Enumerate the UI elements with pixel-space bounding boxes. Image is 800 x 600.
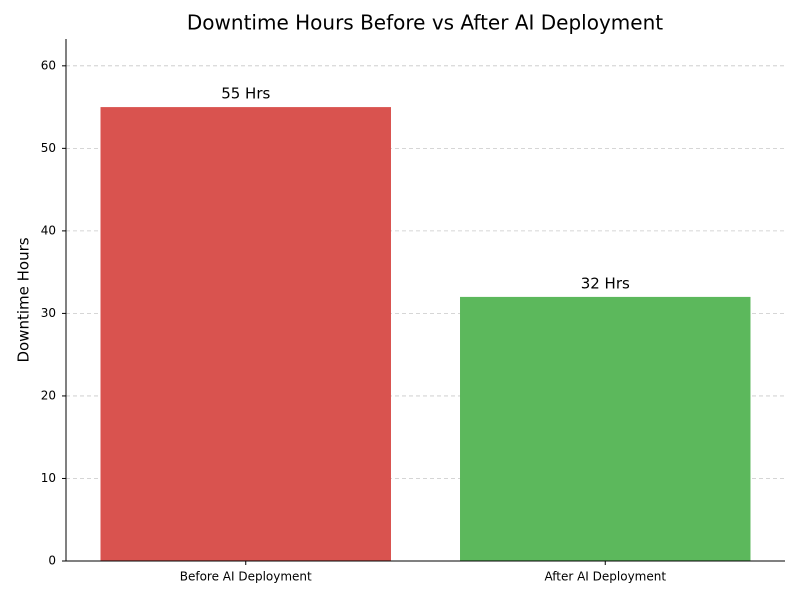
y-tick-label: 0 bbox=[48, 554, 56, 568]
value-label: 55 Hrs bbox=[221, 85, 270, 103]
y-axis-label: Downtime Hours bbox=[15, 237, 33, 362]
chart-title: Downtime Hours Before vs After AI Deploy… bbox=[187, 11, 663, 35]
y-tick-label: 10 bbox=[41, 471, 56, 485]
y-tick-label: 20 bbox=[41, 388, 56, 402]
x-tick-label: Before AI Deployment bbox=[180, 570, 312, 584]
bar bbox=[460, 296, 751, 561]
y-tick-label: 30 bbox=[41, 306, 56, 320]
bar bbox=[100, 107, 391, 561]
x-tick-label: After AI Deployment bbox=[544, 570, 666, 584]
y-tick-label: 60 bbox=[41, 58, 56, 72]
y-tick-label: 50 bbox=[41, 141, 56, 155]
y-tick-label: 40 bbox=[41, 223, 56, 237]
value-label: 32 Hrs bbox=[581, 274, 630, 292]
